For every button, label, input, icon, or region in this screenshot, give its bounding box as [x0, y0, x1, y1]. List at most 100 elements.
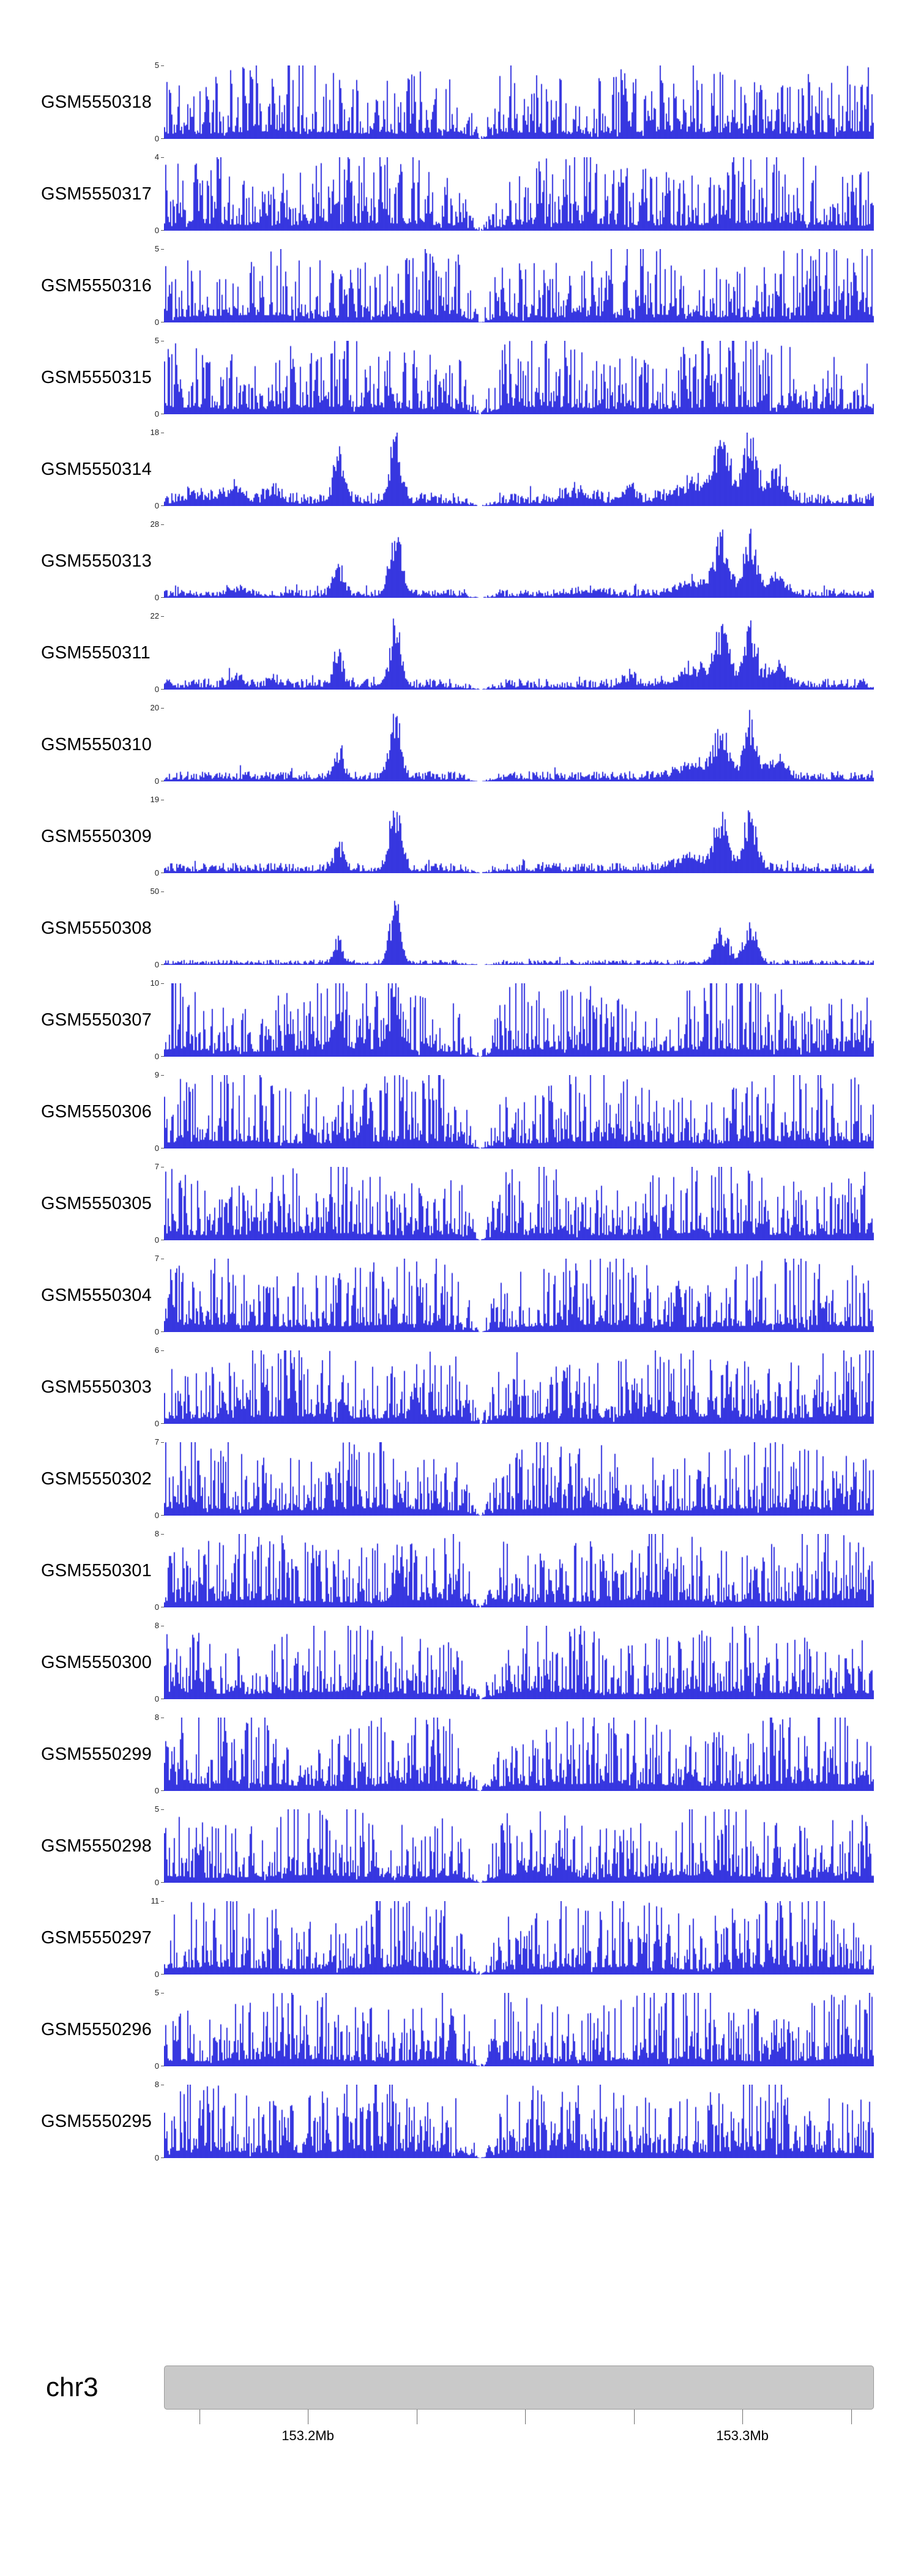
y-axis-top-tick [161, 708, 164, 709]
track-ymin-label: 0 [154, 1694, 159, 1703]
track-ymax-label: 5 [154, 1988, 159, 1997]
track-row: GSM5550311 22 0 [0, 612, 918, 708]
track-label: GSM5550306 [41, 1101, 152, 1122]
track-signal-plot: 5 0 [155, 61, 874, 143]
track-row: GSM5550295 8 0 [0, 2080, 918, 2176]
y-axis-bottom-tick [161, 230, 164, 231]
signal-tracks-panel: GSM5550318 5 0 GSM5550317 4 0 GSM5550316… [0, 61, 918, 2176]
track-row: GSM5550318 5 0 [0, 61, 918, 157]
y-axis-top-tick [161, 249, 164, 250]
track-signal-canvas [164, 1809, 874, 1883]
y-axis-bottom-tick [161, 1515, 164, 1516]
track-ymin-label: 0 [154, 409, 159, 419]
track-signal-canvas [164, 1167, 874, 1240]
track-signal-canvas [164, 341, 874, 414]
track-row: GSM5550316 5 0 [0, 245, 918, 341]
track-row: GSM5550302 7 0 [0, 1438, 918, 1534]
track-ymax-label: 10 [150, 978, 159, 988]
track-label: GSM5550305 [41, 1193, 152, 1213]
track-row: GSM5550296 5 0 [0, 1989, 918, 2085]
chromosome-label: chr3 [46, 2372, 99, 2402]
track-ymax-label: 8 [154, 1621, 159, 1630]
track-signal-canvas [164, 1259, 874, 1332]
track-signal-plot: 7 0 [155, 1438, 874, 1520]
track-ymin-label: 0 [154, 2153, 159, 2162]
track-signal-plot: 19 0 [151, 795, 874, 877]
track-signal-plot: 8 0 [155, 1530, 874, 1612]
axis-tick-mark [525, 2410, 526, 2424]
track-ymax-label: 9 [154, 1070, 159, 1079]
track-ymin-label: 0 [154, 1235, 159, 1245]
y-axis-top-tick [161, 1809, 164, 1810]
track-ymin-label: 0 [154, 1786, 159, 1795]
y-axis-bottom-tick [161, 597, 164, 598]
track-signal-canvas [164, 1993, 874, 2066]
track-signal-plot: 8 0 [155, 2080, 874, 2162]
track-row: GSM5550317 4 0 [0, 153, 918, 249]
track-signal-plot: 5 0 [155, 337, 874, 419]
track-ymax-label: 18 [150, 428, 159, 437]
track-signal-canvas [164, 1901, 874, 1975]
y-axis-bottom-tick [161, 138, 164, 139]
track-signal-canvas [164, 1718, 874, 1791]
track-ymin-label: 0 [154, 2061, 159, 2071]
track-label: GSM5550300 [41, 1652, 152, 1672]
track-ymax-label: 7 [154, 1437, 159, 1446]
track-label: GSM5550313 [41, 551, 152, 571]
y-axis-bottom-tick [161, 964, 164, 965]
track-ymin-label: 0 [154, 868, 159, 877]
track-row: GSM5550307 10 0 [0, 979, 918, 1075]
track-ymax-label: 5 [154, 244, 159, 253]
track-label: GSM5550307 [41, 1010, 152, 1030]
track-ymin-label: 0 [154, 226, 159, 235]
track-label: GSM5550309 [41, 826, 152, 846]
track-signal-plot: 4 0 [155, 153, 874, 235]
track-signal-canvas [164, 800, 874, 873]
track-row: GSM5550306 9 0 [0, 1071, 918, 1167]
track-signal-canvas [164, 1442, 874, 1516]
track-label: GSM5550318 [41, 92, 152, 112]
track-ymin-label: 0 [154, 593, 159, 602]
track-signal-canvas [164, 1075, 874, 1148]
track-ymin-label: 0 [154, 1144, 159, 1153]
track-ymax-label: 50 [150, 887, 159, 896]
track-ymax-label: 19 [150, 795, 159, 804]
track-ymax-label: 4 [154, 152, 159, 162]
track-label: GSM5550308 [41, 918, 152, 938]
chromosome-ideogram [164, 2366, 874, 2410]
track-signal-plot: 50 0 [151, 887, 874, 969]
track-label: GSM5550311 [41, 642, 151, 663]
y-axis-bottom-tick [161, 1974, 164, 1975]
track-signal-plot: 11 0 [151, 1897, 874, 1979]
track-signal-canvas [164, 157, 874, 231]
track-row: GSM5550297 11 0 [0, 1897, 918, 1993]
y-axis-top-tick [161, 983, 164, 984]
axis-tick-mark [634, 2410, 635, 2424]
genomic-axis: 153.2Mb 153.3Mb [164, 2366, 874, 2451]
track-ymax-label: 11 [151, 1896, 160, 1905]
track-signal-plot: 20 0 [151, 704, 874, 786]
track-signal-canvas [164, 249, 874, 322]
track-ymax-label: 22 [150, 611, 159, 620]
track-ymin-label: 0 [154, 1970, 159, 1979]
track-signal-plot: 28 0 [151, 520, 874, 602]
track-signal-plot: 5 0 [155, 1989, 874, 2071]
track-signal-canvas [164, 983, 874, 1057]
track-signal-plot: 7 0 [155, 1163, 874, 1245]
y-axis-bottom-tick [161, 689, 164, 690]
track-signal-plot: 8 0 [155, 1713, 874, 1795]
track-signal-canvas [164, 433, 874, 506]
y-axis-bottom-tick [161, 2157, 164, 2158]
track-row: GSM5550301 8 0 [0, 1530, 918, 1626]
y-axis-bottom-tick [161, 505, 164, 506]
track-signal-plot: 22 0 [151, 612, 874, 694]
track-label: GSM5550298 [41, 1836, 152, 1856]
track-signal-canvas [164, 2085, 874, 2158]
y-axis-bottom-tick [161, 1331, 164, 1332]
track-ymin-label: 0 [154, 685, 159, 694]
y-axis-top-tick [161, 157, 164, 158]
axis-tick-mark [851, 2410, 852, 2424]
track-row: GSM5550309 19 0 [0, 795, 918, 892]
track-label: GSM5550315 [41, 367, 152, 387]
